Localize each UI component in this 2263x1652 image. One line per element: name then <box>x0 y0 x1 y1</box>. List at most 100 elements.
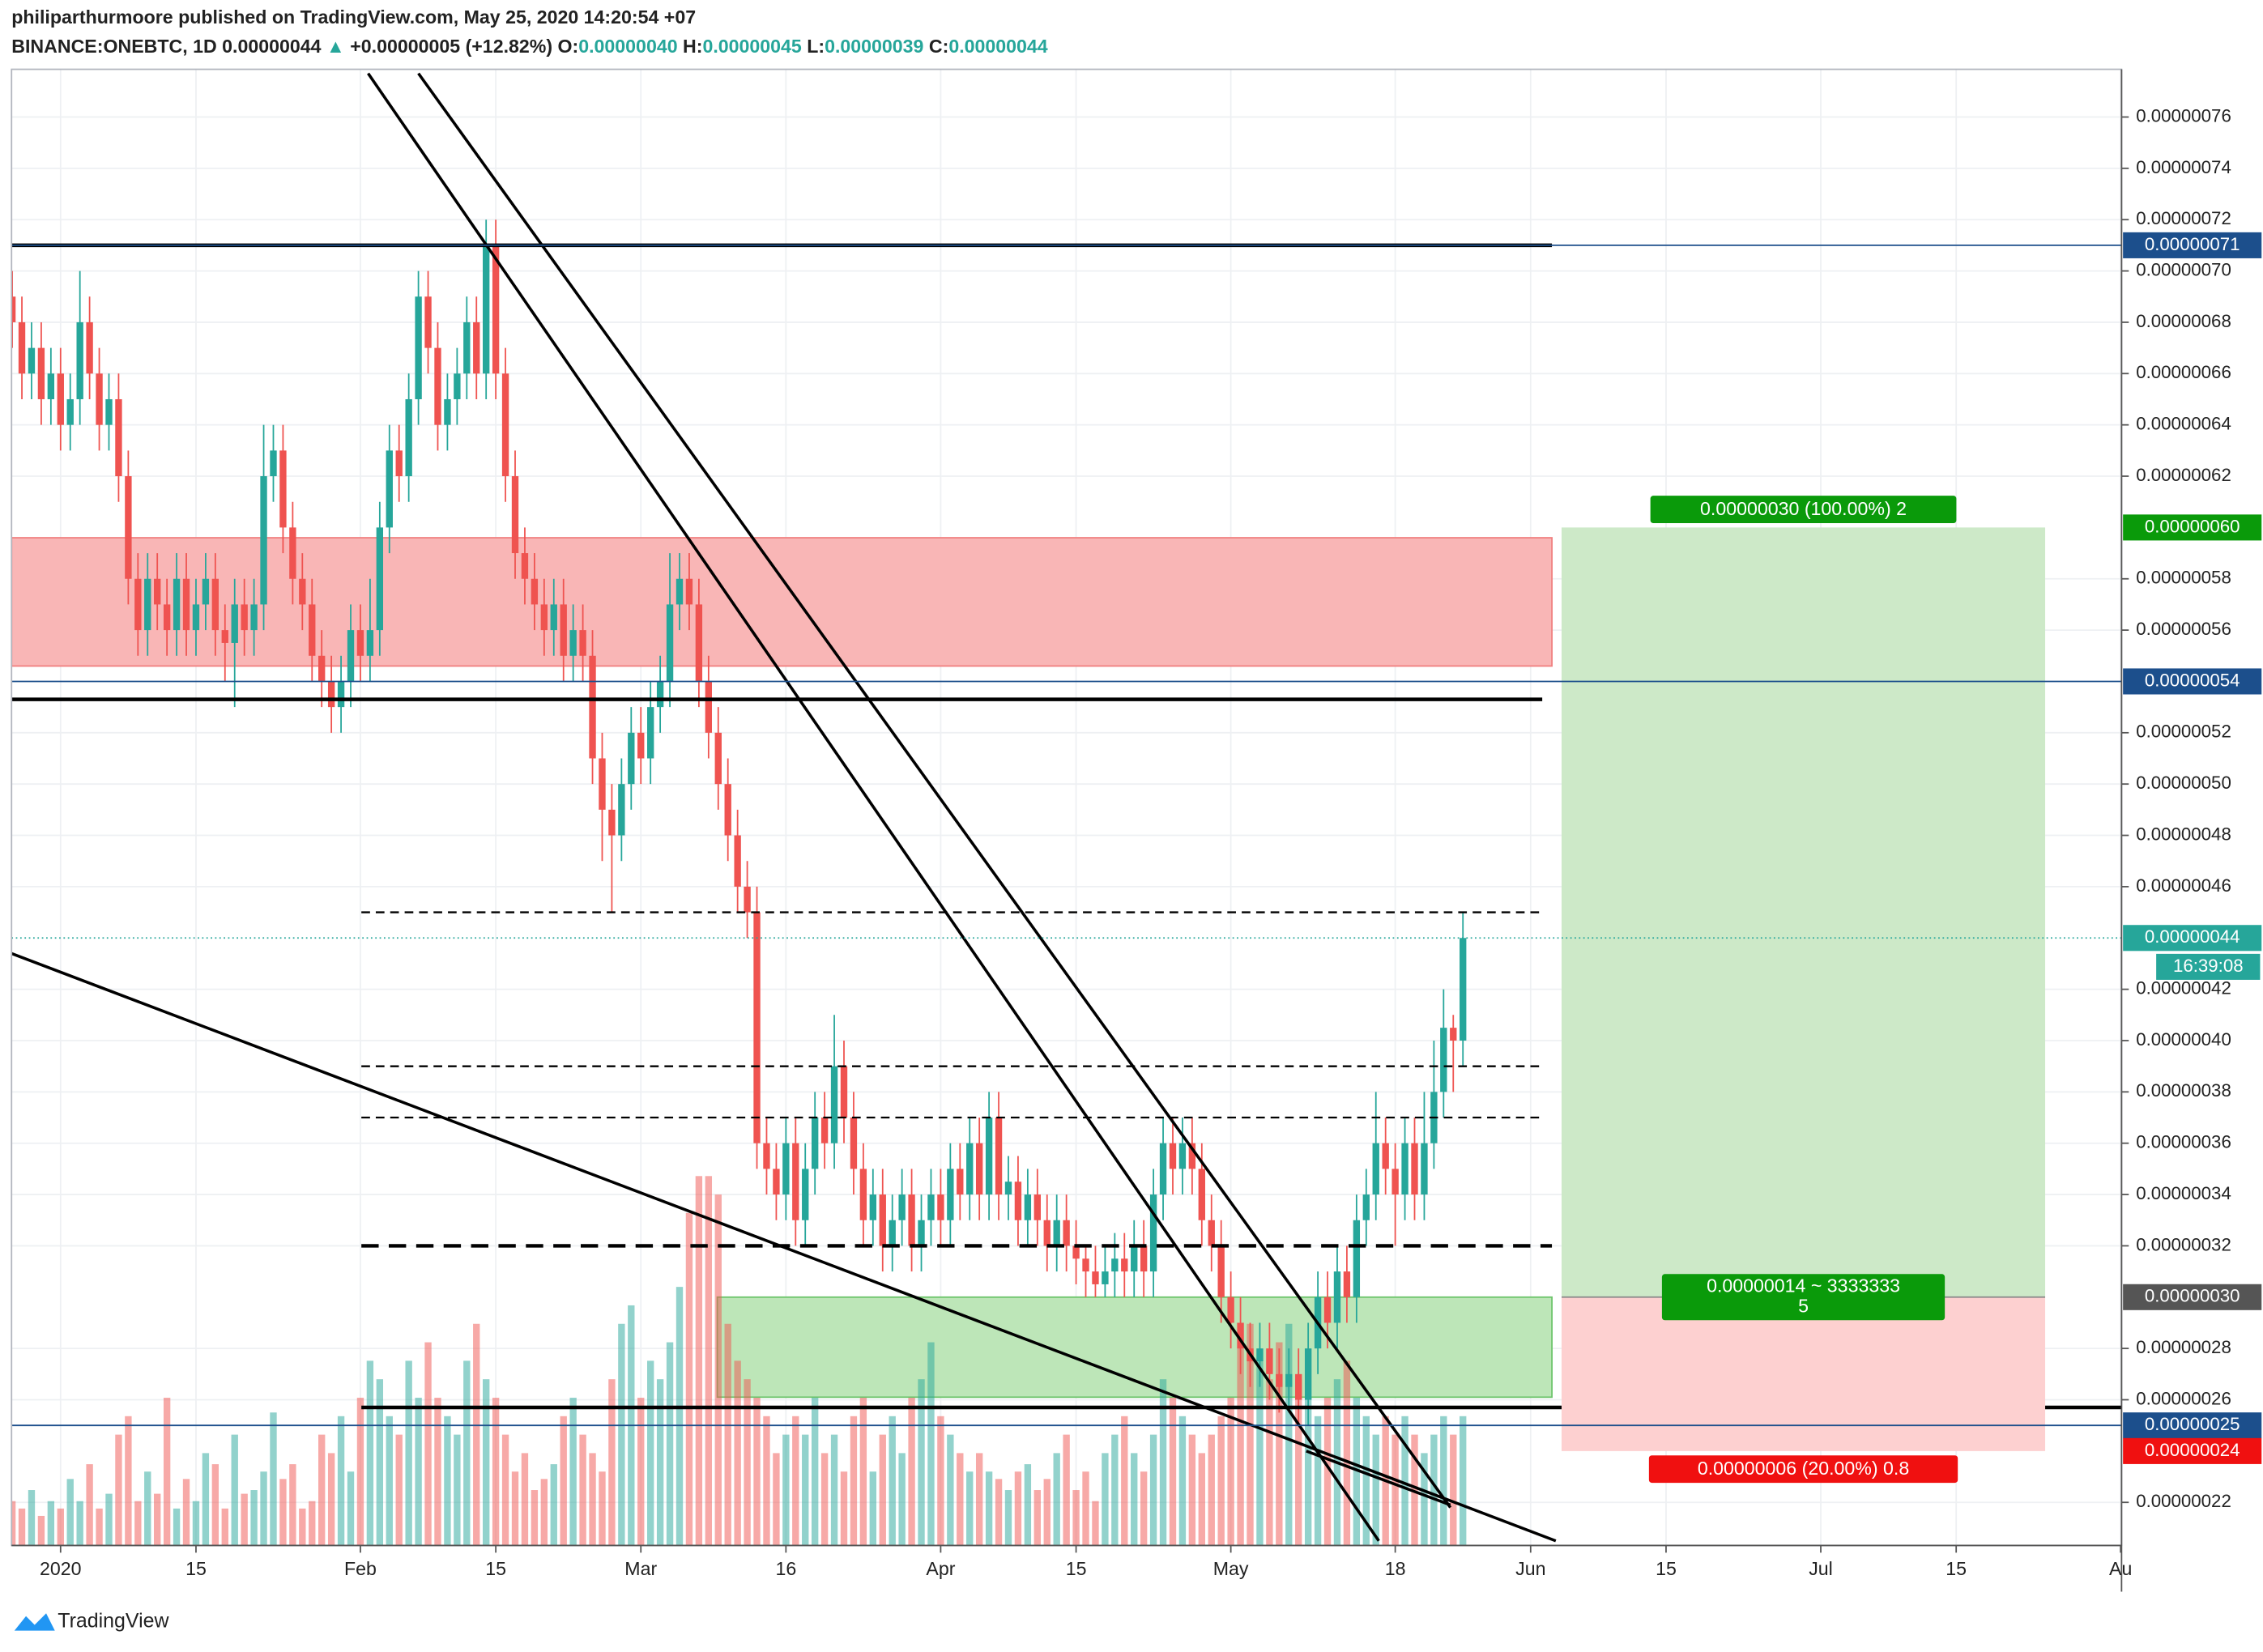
volume-bar <box>859 1397 867 1546</box>
candle-body <box>309 604 316 656</box>
candle-body <box>1304 1348 1312 1400</box>
candle-body <box>985 1118 993 1195</box>
candle-body <box>937 1194 944 1220</box>
volume-bar <box>96 1508 103 1546</box>
volume-bar <box>173 1508 181 1546</box>
candle-body <box>318 655 326 682</box>
volume-bar <box>802 1434 809 1546</box>
y-tick-label: 0.00000064 <box>2136 414 2231 434</box>
volume-bar <box>618 1323 625 1546</box>
candle-body <box>1323 1296 1332 1323</box>
volume-bar <box>1217 1416 1225 1546</box>
candle-body <box>569 630 577 656</box>
candle-body <box>898 1194 906 1220</box>
candle-body <box>1295 1373 1302 1400</box>
volume-bar <box>134 1501 142 1546</box>
candle-body <box>599 758 606 810</box>
volume-bar <box>675 1287 684 1546</box>
price-line-label-box <box>2123 668 2262 695</box>
candle-body <box>550 604 557 631</box>
candle-body <box>782 1143 790 1195</box>
volume-bar <box>782 1434 790 1546</box>
volume-bar <box>599 1471 606 1546</box>
candle-body <box>241 604 248 631</box>
volume-bar <box>483 1379 490 1546</box>
candle-body <box>966 1143 974 1195</box>
candle-body <box>1149 1194 1157 1272</box>
y-tick-label: 0.00000032 <box>2136 1234 2231 1254</box>
last-price: 0.00000044 <box>222 36 321 57</box>
candle-body <box>1382 1143 1389 1169</box>
volume-bar <box>705 1176 713 1546</box>
target-label-box <box>1650 496 1957 524</box>
candle-body <box>820 1118 829 1143</box>
volume-bar <box>1198 1453 1205 1546</box>
volume-bar <box>386 1416 393 1546</box>
volume-bar <box>957 1453 964 1546</box>
low-value: 0.00000039 <box>825 36 923 57</box>
candle-body <box>96 373 103 425</box>
y-tick-label: 0.00000026 <box>2136 1388 2231 1408</box>
price-line-label: 0.00000071 <box>2145 234 2240 254</box>
volume-bar <box>366 1360 374 1546</box>
candle-body <box>705 681 713 733</box>
symbol: BINANCE:ONEBTC, 1D <box>11 36 216 57</box>
candle-body <box>1460 938 1467 1041</box>
volume-bar <box>376 1379 384 1546</box>
candle-body <box>540 604 548 631</box>
candle-body <box>299 578 306 605</box>
volume-bar <box>647 1360 654 1546</box>
candle-body <box>405 398 412 477</box>
volume-bar <box>550 1464 557 1546</box>
volume-bar <box>1323 1397 1332 1546</box>
volume-bar <box>444 1416 451 1546</box>
volume-bar <box>1343 1360 1351 1546</box>
candle-body <box>918 1220 925 1246</box>
candle-body <box>76 321 83 399</box>
candle-body <box>250 604 258 631</box>
candle-body <box>734 835 741 887</box>
candle-body <box>1033 1194 1041 1220</box>
volume-bar <box>1053 1453 1060 1546</box>
candle-body <box>879 1194 886 1246</box>
candle-body <box>618 784 625 836</box>
volume-bar <box>501 1434 509 1546</box>
candle-body <box>28 347 36 374</box>
y-tick-label: 0.00000072 <box>2136 208 2231 228</box>
volume-bar <box>211 1464 219 1546</box>
candle-body <box>656 681 664 708</box>
volume-bar <box>1391 1434 1399 1546</box>
loss-zone <box>1562 1296 2046 1451</box>
y-tick-label: 0.00000048 <box>2136 824 2231 844</box>
volume-bar <box>76 1501 83 1546</box>
volume-bar <box>569 1397 577 1546</box>
volume-bar <box>154 1493 161 1546</box>
candle-body <box>395 450 403 477</box>
volume-bar <box>405 1360 412 1546</box>
volume-bar <box>18 1508 26 1546</box>
candle-body <box>182 578 190 631</box>
volume-bar <box>589 1453 596 1546</box>
candle-body <box>724 784 731 836</box>
trend-line <box>367 72 1380 1542</box>
volume-bar <box>1256 1360 1264 1546</box>
symbol-legend: BINANCE:ONEBTC, 1D 0.00000044 ▲ +0.00000… <box>11 36 1048 57</box>
candle-body <box>279 450 287 528</box>
entry-label: 0.00000014 ~ 3333333 <box>1707 1275 1900 1296</box>
candle-body <box>608 809 616 836</box>
volume-bar <box>1159 1379 1167 1546</box>
candle-body <box>1014 1182 1022 1220</box>
volume-bar <box>608 1379 616 1546</box>
volume-bar <box>840 1471 848 1546</box>
brand-logo: TradingView <box>14 1609 169 1632</box>
volume-bar <box>356 1397 364 1546</box>
last-price-label-box <box>2123 925 2262 952</box>
candle-body <box>1092 1271 1099 1284</box>
x-tick-label: 15 <box>1066 1558 1087 1579</box>
price-line-label: 0.00000025 <box>2145 1414 2240 1434</box>
candle-body <box>927 1194 935 1220</box>
candle-body <box>18 321 26 374</box>
volume-bar <box>1092 1501 1099 1546</box>
candle-body <box>1237 1322 1244 1349</box>
candle-body <box>154 578 161 605</box>
